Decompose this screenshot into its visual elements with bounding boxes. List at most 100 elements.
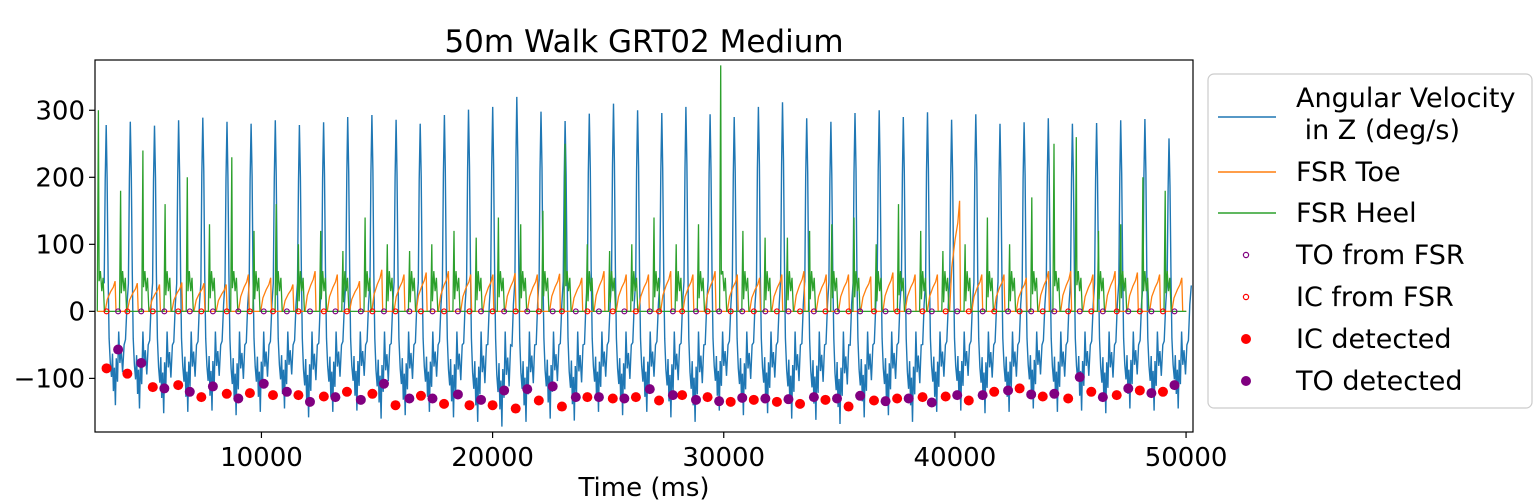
legend-swatch-4 [1242,293,1250,301]
to-from-fsr-point [549,308,556,315]
to-from-fsr-point [115,308,122,315]
to-detected-point [207,381,218,392]
ic-detected-point [464,400,475,411]
ic-from-fsr-point [246,308,253,315]
to-from-fsr-point [857,308,864,315]
y-tick-label: −100 [14,364,85,394]
to-from-fsr-point [332,308,339,315]
ic-from-fsr-point [1136,308,1143,315]
to-from-fsr-point [235,308,242,315]
to-detected-point [281,386,292,397]
y-tick-label: 300 [35,96,85,126]
ic-detected-point [487,400,498,411]
to-from-fsr-point [260,308,267,315]
to-detected-point [952,390,963,401]
ic-detected-point [510,403,521,414]
to-detected-point [1146,388,1157,399]
ic-detected-point [795,398,806,409]
to-from-fsr-point [1125,308,1132,315]
ic-detected-point [415,390,426,401]
to-from-fsr-point [357,308,364,315]
ic-detected-point [843,401,854,412]
ic-detected-point [607,393,618,404]
ic-from-fsr-point [1113,308,1120,315]
to-detected-point [737,392,748,403]
to-from-fsr-point [209,308,216,315]
legend-label-6: TO detected [1295,366,1462,397]
ic-from-fsr-point [704,308,711,315]
ic-detected-point [963,395,974,406]
ic-from-fsr-point [773,308,780,315]
ic-from-fsr-point [656,308,663,315]
ic-from-fsr-point [320,308,327,315]
to-detected-point [1026,389,1037,400]
to-from-fsr-point [283,308,290,315]
to-from-fsr-point [306,308,313,315]
ic-detected-point [221,388,232,399]
plot-area [96,65,1192,427]
ic-detected-point [1014,383,1025,394]
ic-detected-point [244,388,255,399]
legend-label-2: FSR Heel [1296,198,1417,229]
to-detected-point [330,392,341,403]
ic-from-fsr-point [1039,308,1046,315]
to-from-fsr-point [1005,308,1012,315]
to-detected-point [113,344,124,355]
legend-swatch-3 [1242,251,1250,259]
to-detected-point [184,386,195,397]
ic-from-fsr-point [609,308,616,315]
ic-detected-point [892,393,903,404]
to-detected-point [903,393,914,404]
ic-from-fsr-point [845,308,852,315]
to-from-fsr-point [524,308,531,315]
to-detected-point [926,397,937,408]
to-detected-point [159,383,170,394]
to-detected-point [1097,392,1108,403]
to-from-fsr-point [928,308,935,315]
ic-from-fsr-point [822,308,829,315]
to-detected-point [499,385,510,396]
y-tick-label: 200 [35,163,85,193]
ic-from-fsr-point [1016,308,1023,315]
to-detected-point [855,390,866,401]
ic-from-fsr-point [679,308,686,315]
ic-from-fsr-point [632,308,639,315]
to-detected-point [714,396,725,407]
angular-velocity-line [103,96,1192,427]
ic-from-fsr-point [1088,308,1095,315]
ic-from-fsr-point [1065,308,1072,315]
ic-from-fsr-point [295,308,302,315]
to-detected-point [476,394,487,405]
legend-swatch-5 [1241,334,1251,344]
to-from-fsr-point [595,308,602,315]
legend-label-3: TO from FSR [1295,240,1465,271]
ic-detected-point [702,392,713,403]
ic-detected-point [1111,390,1122,401]
ic-from-fsr-point [392,308,399,315]
fsr-heel-line [96,65,1187,313]
to-from-fsr-point [810,308,817,315]
to-detected-point [783,394,794,405]
ic-detected-point [196,392,207,403]
ic-from-fsr-point [750,308,757,315]
ic-from-fsr-point [269,308,276,315]
ic-detected-point [439,398,450,409]
ic-detected-point [771,396,782,407]
to-from-fsr-point [693,308,700,315]
legend-swatch-6 [1241,376,1251,386]
to-from-fsr-point [716,308,723,315]
to-detected-point [1049,388,1060,399]
ic-detected-point [147,382,158,393]
to-detected-point [808,392,819,403]
chart-title: 50m Walk GRT02 Medium [444,24,843,60]
ic-detected-point [1037,391,1048,402]
to-detected-point [522,384,533,395]
to-from-fsr-point [834,308,841,315]
ic-detected-point [1063,393,1074,404]
to-detected-point [355,394,366,405]
to-from-fsr-point [138,308,145,315]
to-from-fsr-point [1148,308,1155,315]
ic-detected-point [582,392,593,403]
to-from-fsr-point [646,308,653,315]
ic-from-fsr-point [919,308,926,315]
